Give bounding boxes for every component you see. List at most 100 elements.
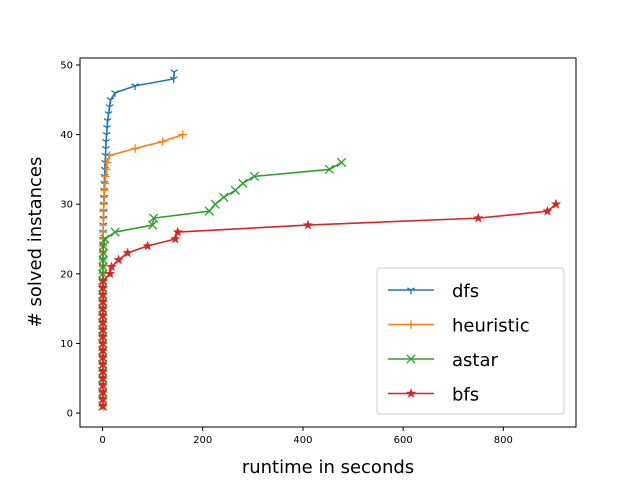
- astar-point: [100, 234, 110, 244]
- astar-point: [148, 213, 159, 223]
- bfs-point: [97, 310, 108, 320]
- heuristic-point: [158, 137, 167, 146]
- dfs-point: [103, 117, 112, 125]
- astar-point: [98, 262, 108, 272]
- astar-point: [98, 241, 109, 251]
- bfs-point: [97, 282, 108, 293]
- legend-marker: [405, 388, 417, 398]
- x-tick-label: 200: [193, 435, 212, 446]
- heuristic-point: [178, 130, 187, 139]
- dfs-point: [102, 138, 111, 146]
- legend-entry-bfs: bfs: [388, 385, 479, 406]
- y-axis-title: # solved instances: [25, 157, 46, 328]
- astar-point: [98, 248, 108, 258]
- heuristic-point: [105, 151, 114, 160]
- astar-point: [98, 269, 108, 279]
- dfs-point: [103, 124, 112, 132]
- x-axis: 0 200 400 600 800: [99, 427, 513, 446]
- dfs-point: [105, 104, 114, 111]
- bfs-point: [170, 233, 181, 244]
- astar-point: [230, 185, 240, 195]
- bfs-point: [97, 358, 108, 369]
- series-astar: [98, 157, 347, 411]
- bfs-point: [97, 352, 108, 362]
- bfs-point: [106, 261, 117, 272]
- bfs-point: [104, 268, 116, 279]
- astar-point: [210, 199, 220, 209]
- legend-marker: [406, 320, 416, 329]
- dfs-point: [131, 83, 140, 91]
- heuristic-point: [130, 144, 140, 153]
- bfs-point: [97, 289, 108, 300]
- astar-point: [324, 164, 335, 175]
- legend-entry-astar: astar: [388, 350, 498, 371]
- dfs-point: [104, 111, 113, 118]
- dfs-point: [101, 145, 110, 153]
- legend-label: astar: [452, 350, 498, 371]
- legend-box: [376, 267, 565, 415]
- astar-point: [110, 227, 120, 237]
- bfs-point: [97, 317, 108, 327]
- axes-frame: [79, 57, 577, 428]
- x-tick-label: 800: [494, 435, 513, 446]
- x-tick-label: 400: [293, 435, 312, 446]
- y-tick-label: 20: [60, 269, 73, 280]
- y-tick-label: 10: [60, 339, 73, 350]
- series-heuristic: [98, 130, 187, 411]
- bfs-point: [97, 393, 108, 404]
- dfs-point: [169, 76, 178, 84]
- y-tick-label: 50: [60, 60, 73, 71]
- y-tick-label: 30: [60, 200, 73, 211]
- astar-point: [336, 157, 347, 168]
- astar-point: [98, 255, 108, 265]
- bfs-point: [302, 219, 314, 230]
- bfs-point: [97, 338, 108, 348]
- bfs-point: [97, 275, 109, 286]
- bfs-point: [97, 365, 108, 376]
- y-tick-label: 0: [67, 409, 73, 420]
- bfs-point: [97, 296, 108, 307]
- astar-point: [238, 178, 248, 188]
- legend-marker: [406, 354, 416, 364]
- heuristic-point: [102, 158, 112, 167]
- bfs-point: [97, 303, 108, 313]
- legend-label: dfs: [452, 281, 479, 302]
- bfs-point: [122, 247, 133, 258]
- legend-label: heuristic: [452, 316, 530, 337]
- bfs-point: [97, 400, 108, 411]
- x-tick-label: 600: [394, 435, 413, 446]
- legend-entry-heuristic: heuristic: [388, 316, 530, 337]
- bfs-point: [542, 205, 553, 216]
- dfs-point: [111, 90, 120, 98]
- dfs-point: [106, 97, 115, 104]
- y-tick-label: 40: [60, 130, 73, 141]
- plot-area: [97, 69, 562, 411]
- bfs-point: [97, 345, 108, 355]
- bfs-point: [97, 324, 108, 334]
- legend-entry-dfs: dfs: [388, 281, 479, 302]
- legend-marker: [407, 287, 415, 295]
- bfs-point: [97, 379, 108, 390]
- bfs-point: [97, 331, 108, 341]
- heuristic-point: [101, 172, 110, 181]
- legend-label: bfs: [452, 385, 479, 406]
- bfs-point: [142, 240, 153, 251]
- series-dfs: [98, 69, 179, 411]
- astar-point: [204, 206, 214, 216]
- dfs-point: [170, 69, 179, 77]
- y-axis: 0 10 20 30 40 50: [60, 60, 80, 420]
- bfs-point: [550, 198, 562, 209]
- heuristic-line: [102, 133, 183, 407]
- x-axis-title: runtime in seconds: [242, 457, 414, 478]
- bfs-point: [113, 254, 124, 265]
- bfs-point: [97, 372, 108, 383]
- dfs-point: [102, 131, 111, 139]
- legend: dfs heuristic astar bfs: [376, 267, 565, 415]
- dfs-line: [102, 71, 175, 407]
- astar-point: [249, 171, 260, 182]
- bfs-point: [97, 386, 108, 397]
- series-bfs: [97, 198, 562, 411]
- bfs-point: [172, 226, 183, 237]
- astar-point: [219, 192, 229, 202]
